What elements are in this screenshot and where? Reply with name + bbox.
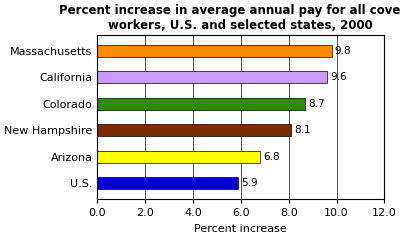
Bar [97,71,327,83]
Title: Percent increase in average annual pay for all covered
workers, U.S. and selecte: Percent increase in average annual pay f… [59,4,401,32]
Bar [97,177,239,189]
Bar [97,124,291,136]
X-axis label: Percent increase: Percent increase [194,224,287,234]
Text: 8.7: 8.7 [308,99,325,109]
Bar [97,151,260,163]
Text: 9.8: 9.8 [335,46,351,56]
Bar [97,98,306,110]
Text: 6.8: 6.8 [263,152,279,162]
Text: 8.1: 8.1 [294,125,311,135]
Text: 5.9: 5.9 [241,178,258,188]
Text: 9.6: 9.6 [330,72,346,82]
Bar [97,45,332,57]
